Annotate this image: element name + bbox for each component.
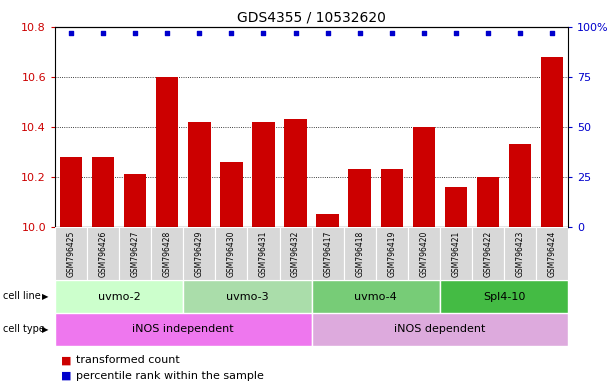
Bar [220,162,243,227]
Text: transformed count: transformed count [76,355,180,365]
Bar [376,227,408,280]
Bar [477,177,499,227]
Point [419,30,429,36]
Bar [316,214,339,227]
Text: ▶: ▶ [42,292,48,301]
Point [258,30,268,36]
Bar [188,122,211,227]
Bar [312,227,343,280]
Bar [92,157,114,227]
Bar [348,169,371,227]
Text: GSM796420: GSM796420 [419,230,428,276]
Text: GSM796423: GSM796423 [516,230,525,276]
Point [515,30,525,36]
Bar [183,280,312,313]
Point [547,30,557,36]
Point [323,30,332,36]
Text: Spl4-10: Spl4-10 [483,291,525,302]
Bar [87,227,119,280]
Bar [60,157,82,227]
Text: GSM796424: GSM796424 [547,230,557,276]
Bar [247,227,280,280]
Text: GSM796418: GSM796418 [355,230,364,276]
Bar [509,144,532,227]
Bar [152,227,183,280]
Text: GSM796430: GSM796430 [227,230,236,277]
Point [98,30,108,36]
Bar [408,227,440,280]
Bar [124,174,147,227]
Text: ■: ■ [61,355,71,365]
Point [451,30,461,36]
Text: GSM796428: GSM796428 [163,230,172,276]
Bar [536,227,568,280]
Text: GSM796422: GSM796422 [483,230,492,276]
Bar [445,187,467,227]
Bar [440,280,568,313]
Text: GSM796421: GSM796421 [452,230,461,276]
Text: ■: ■ [61,371,71,381]
Text: percentile rank within the sample: percentile rank within the sample [76,371,264,381]
Point [66,30,76,36]
Bar [55,227,87,280]
Point [291,30,301,36]
Bar [381,169,403,227]
Text: iNOS independent: iNOS independent [133,324,234,334]
Bar [472,227,504,280]
Bar [55,313,312,346]
Text: uvmo-4: uvmo-4 [354,291,397,302]
Text: ▶: ▶ [42,325,48,334]
Bar [280,227,312,280]
Text: GSM796432: GSM796432 [291,230,300,276]
Text: iNOS dependent: iNOS dependent [394,324,486,334]
Point [163,30,172,36]
Text: cell line: cell line [3,291,41,301]
Text: GSM796419: GSM796419 [387,230,397,276]
Text: uvmo-2: uvmo-2 [98,291,141,302]
Point [194,30,204,36]
Point [483,30,493,36]
Text: uvmo-3: uvmo-3 [226,291,269,302]
Bar [412,127,435,227]
Text: cell type: cell type [3,324,45,334]
Bar [343,227,376,280]
Point [387,30,397,36]
Bar [119,227,152,280]
Bar [216,227,247,280]
Title: GDS4355 / 10532620: GDS4355 / 10532620 [237,10,386,24]
Bar [541,57,563,227]
Text: GSM796427: GSM796427 [131,230,140,276]
Text: GSM796431: GSM796431 [259,230,268,276]
Text: GSM796429: GSM796429 [195,230,204,276]
Bar [440,227,472,280]
Bar [183,227,216,280]
Bar [312,313,568,346]
Text: GSM796417: GSM796417 [323,230,332,276]
Bar [156,77,178,227]
Bar [252,122,275,227]
Bar [55,280,183,313]
Text: GSM796425: GSM796425 [67,230,76,276]
Bar [504,227,536,280]
Bar [284,119,307,227]
Bar [312,280,440,313]
Text: GSM796426: GSM796426 [98,230,108,276]
Point [355,30,365,36]
Point [227,30,236,36]
Point [130,30,140,36]
